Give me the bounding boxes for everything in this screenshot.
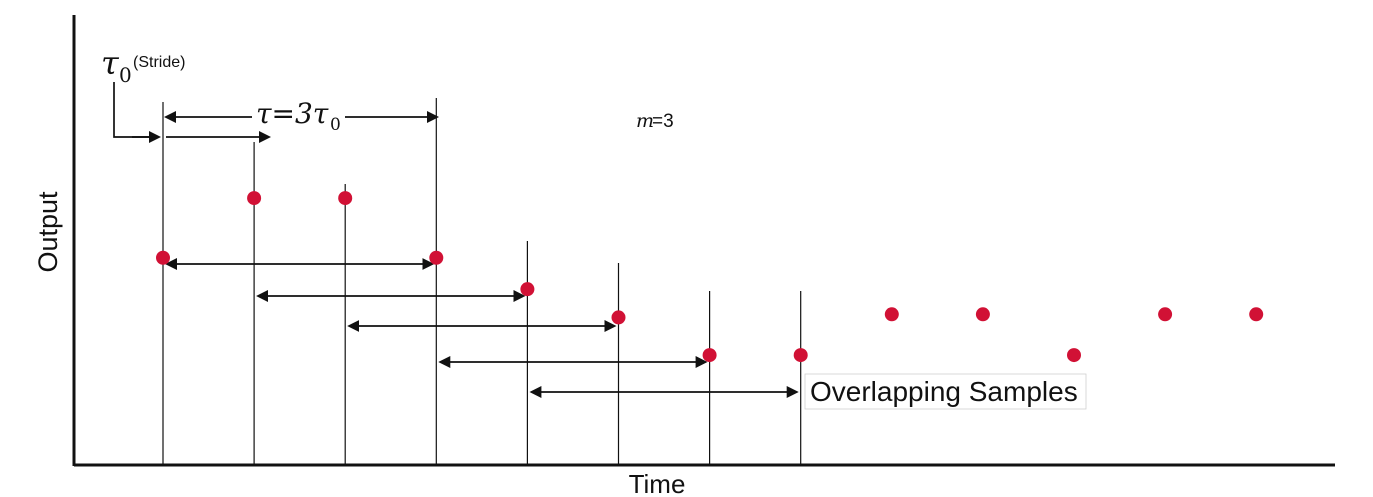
sample-point-3	[338, 191, 353, 206]
overlap-window-arrows	[165, 258, 799, 398]
stride-bracket	[113, 82, 159, 138]
sample-point-9	[884, 307, 899, 322]
overlap-label: Overlapping Samples	[810, 376, 1078, 407]
window-size-value: =3	[652, 111, 674, 132]
stride-symbol: τ	[101, 44, 120, 82]
stride-note: (Stride)	[133, 54, 185, 71]
stride-subscript: 0	[119, 63, 132, 87]
sample-point-1	[156, 250, 170, 265]
y-axis-label: Output	[33, 191, 63, 273]
tau-equation: τ=3τ	[256, 97, 329, 130]
sample-point-2	[247, 191, 262, 206]
vertical-guide-lines	[162, 98, 802, 465]
sample-point-4	[429, 250, 444, 265]
overlap-label-box	[804, 373, 1087, 410]
sample-point-10	[975, 307, 990, 322]
sample-points	[156, 191, 1264, 363]
sample-point-7	[702, 348, 717, 363]
x-axis-label: Time	[629, 469, 686, 497]
sample-point-11	[1067, 348, 1081, 363]
sample-point-13	[1249, 307, 1264, 322]
sample-point-5	[520, 282, 535, 297]
sample-point-12	[1158, 307, 1173, 322]
sample-point-8	[793, 348, 808, 363]
tau-equation-subscript: 0	[330, 115, 341, 135]
sample-point-6	[611, 310, 626, 325]
window-size-symbol: m	[636, 110, 654, 132]
